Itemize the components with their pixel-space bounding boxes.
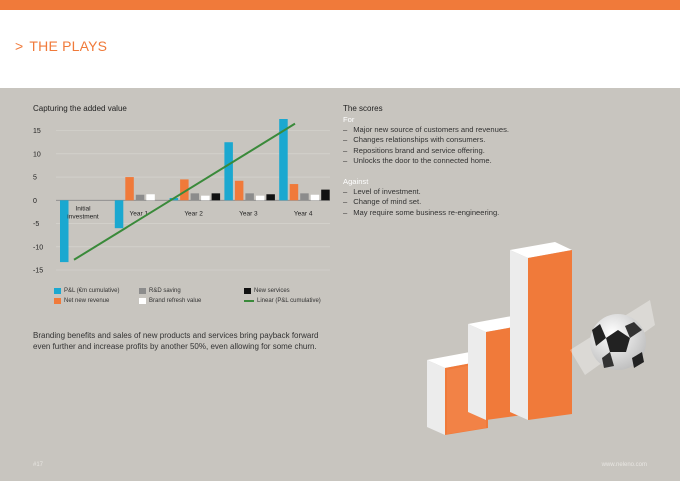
for-item: Major new source of customers and revenu…: [343, 125, 643, 135]
legend-item: New services: [244, 288, 290, 294]
y-tick-label: 5: [33, 175, 37, 182]
bar-2: [245, 193, 254, 201]
against-item: Level of investment.: [343, 187, 643, 197]
for-item: Repositions brand and service offering.: [343, 146, 643, 156]
for-label: For: [343, 115, 355, 124]
legend-label: New services: [254, 288, 290, 294]
section-title: > THE PLAYS: [15, 38, 107, 54]
bar-4: [266, 194, 275, 201]
page-header: [0, 10, 680, 88]
legend-label: P&L (€m cumulative): [64, 288, 120, 294]
for-list: Major new source of customers and revenu…: [343, 125, 643, 166]
legend-label: Net new revenue: [64, 298, 110, 304]
bar-1: [234, 180, 244, 201]
y-tick-label: 10: [33, 151, 41, 158]
bar-0: [114, 200, 124, 229]
against-item: Change of mind set.: [343, 197, 643, 207]
bar-2: [300, 193, 309, 201]
bar-1: [125, 177, 134, 201]
legend-swatch: [139, 288, 146, 294]
bar-0: [60, 200, 69, 263]
legend-item: Linear (P&L cumulative): [244, 298, 321, 304]
against-list: Level of investment. Change of mind set.…: [343, 187, 643, 218]
legend-label: Brand refresh value: [149, 298, 202, 304]
bar-4: [211, 193, 221, 201]
bar-3: [201, 195, 210, 201]
bar-3: [255, 195, 265, 201]
y-tick-label: -5: [33, 221, 39, 228]
bar-1: [289, 184, 299, 201]
bar-0: [224, 142, 233, 201]
bar-large: [510, 242, 572, 420]
legend-swatch: [54, 298, 61, 304]
bar-0: [279, 119, 288, 201]
category-label: Year 1: [130, 210, 149, 217]
bar-3: [310, 194, 320, 201]
legend-label: R&D saving: [149, 288, 181, 294]
trendline: [73, 122, 296, 261]
y-tick-label: -10: [33, 244, 43, 251]
chart-title: Capturing the added value: [33, 104, 127, 113]
section-title-text: THE PLAYS: [29, 38, 108, 54]
legend-item: R&D saving: [139, 288, 181, 294]
y-tick-label: 0: [33, 198, 37, 205]
against-item: May require some business re-engineering…: [343, 208, 643, 218]
for-item: Changes relationships with consumers.: [343, 135, 643, 145]
top-accent-bar: [0, 0, 680, 10]
scores-panel: The scores For Major new source of custo…: [343, 104, 643, 218]
legend-swatch: [139, 298, 146, 304]
bar-2: [190, 193, 200, 201]
y-tick-label: -15: [33, 268, 43, 275]
legend-swatch: [244, 288, 251, 294]
category-label: Initial: [75, 205, 91, 212]
category-label: Year 2: [184, 210, 203, 217]
page-number: #17: [33, 462, 44, 468]
against-label: Against: [343, 177, 369, 187]
chevron-right-icon: >: [15, 38, 24, 54]
bar-2: [135, 194, 145, 201]
legend-swatch: [244, 300, 254, 302]
legend-item: Brand refresh value: [139, 298, 201, 304]
y-tick-label: 15: [33, 128, 41, 135]
category-label: Year 3: [239, 210, 258, 217]
football-icon: [570, 300, 655, 375]
category-label: Year 4: [294, 210, 313, 217]
legend-label: Linear (P&L cumulative): [257, 298, 321, 304]
body-paragraph: Branding benefits and sales of new produ…: [33, 331, 319, 351]
footer-url: www.neleno.com: [601, 462, 647, 468]
for-item: Unlocks the door to the connected home.: [343, 156, 643, 166]
legend-item: P&L (€m cumulative): [54, 288, 119, 294]
scores-title: The scores: [343, 104, 383, 113]
legend-swatch: [54, 288, 61, 294]
category-label: investment: [67, 213, 99, 220]
bar-4: [321, 189, 330, 201]
legend-item: Net new revenue: [54, 298, 109, 304]
bar-3: [146, 194, 155, 201]
growth-bars-illustration: [427, 242, 655, 435]
bar-1: [180, 179, 189, 201]
